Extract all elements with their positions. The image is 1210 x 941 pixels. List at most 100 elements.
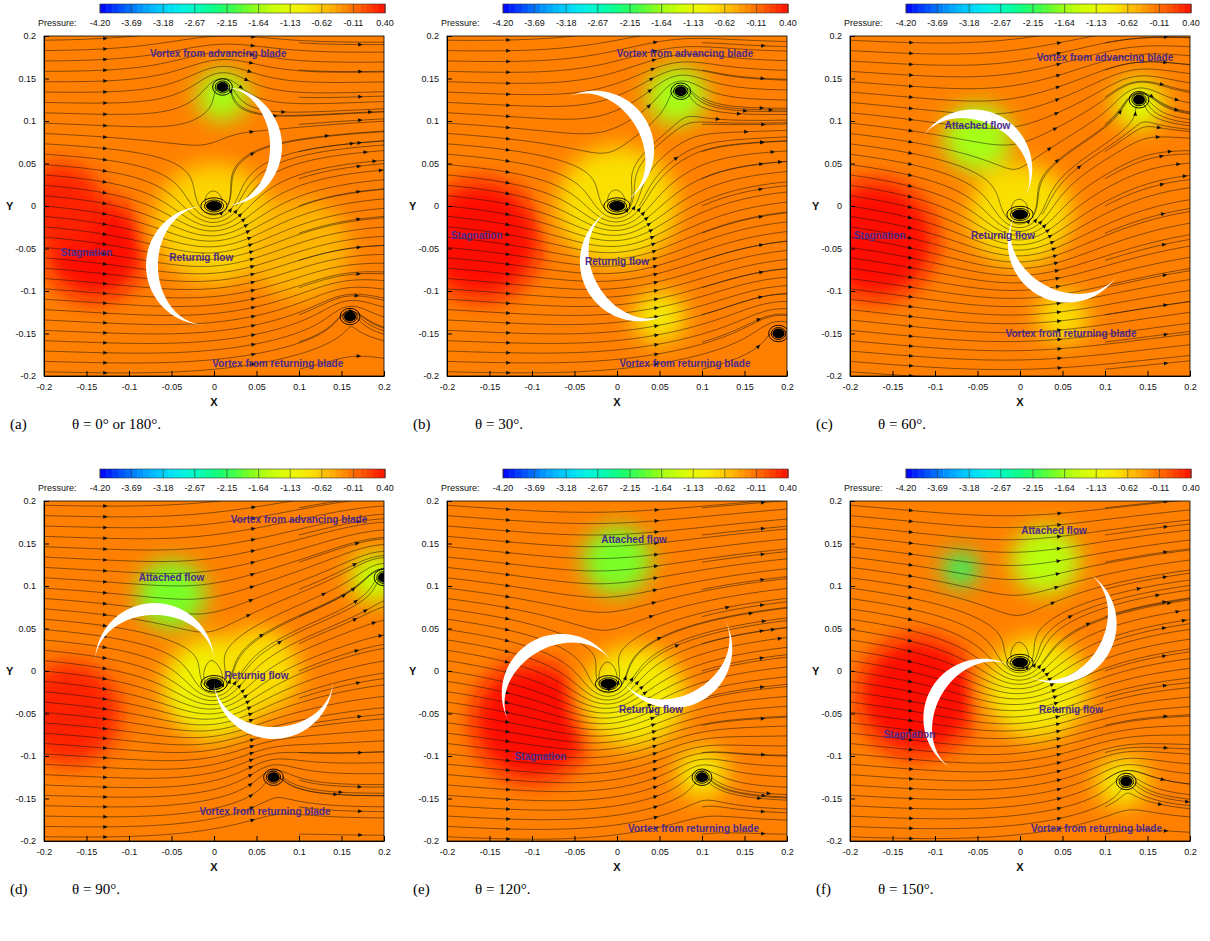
tick-mark — [660, 836, 661, 841]
streamline-arrow — [653, 775, 659, 780]
vortex-ring — [1119, 776, 1133, 788]
streamline — [44, 294, 384, 334]
streamline — [299, 678, 384, 698]
tick: 0.05 — [18, 624, 49, 634]
colorbar: -4.20-3.69-3.18-2.67-2.15-1.64-1.13-0.62… — [844, 469, 1200, 493]
tick-label: -0.2 — [423, 371, 439, 381]
tick: 0.2 — [781, 836, 794, 857]
colorbar-tick-label: -0.62 — [312, 483, 333, 493]
tick-label: 0.15 — [421, 539, 439, 549]
streamline-arrow — [761, 809, 766, 813]
colorbar-tick-label: -2.15 — [1023, 483, 1044, 493]
streamline — [850, 550, 1190, 580]
tick-label: 0.2 — [829, 496, 842, 506]
streamline-arrow — [908, 215, 913, 220]
colorbar-swatch — [1154, 469, 1161, 478]
panel-label: (c) — [816, 416, 833, 433]
streamline — [447, 501, 787, 512]
colorbar-swatch — [1018, 4, 1025, 13]
streamline-arrow — [909, 73, 914, 77]
colorbar-tick — [385, 469, 386, 478]
streamline-arrow — [103, 311, 108, 315]
tick-mark — [44, 799, 49, 800]
streamline-arrow — [1160, 777, 1165, 782]
colorbar-swatch — [621, 4, 628, 13]
streamline-arrow — [506, 311, 511, 315]
streamline-arrow — [760, 140, 765, 144]
streamlines — [447, 501, 787, 841]
colorbar-frame — [503, 4, 788, 13]
streamline — [447, 519, 787, 535]
tick-mark — [1190, 371, 1191, 376]
streamline-arrow — [1155, 593, 1160, 598]
tick-mark — [850, 121, 855, 122]
tick: -0.05 — [15, 244, 49, 254]
streamline-arrow — [1055, 157, 1061, 163]
streamline — [44, 660, 384, 719]
tick: 0.2 — [23, 496, 49, 506]
tick-label: 0.1 — [293, 382, 306, 392]
caption: θ = 120°. — [475, 881, 530, 897]
colorbar-tick-label: -1.64 — [1054, 483, 1075, 493]
vortex-ring — [674, 85, 688, 97]
x-axis-title: X — [613, 396, 621, 408]
tick-label: -0.05 — [565, 382, 586, 392]
streamline-arrow — [1158, 802, 1163, 807]
streamline-arrow — [908, 639, 913, 644]
annotation: Vortex from returning blade — [1006, 328, 1137, 339]
tick-label: -0.05 — [418, 244, 439, 254]
streamline — [447, 647, 787, 708]
colorbar-swatch — [298, 4, 305, 13]
streamline — [447, 116, 787, 214]
colorbar-tick-label: -3.18 — [556, 18, 577, 28]
blade — [1008, 213, 1119, 302]
streamline-arrow — [909, 304, 914, 309]
streamline — [447, 736, 787, 766]
streamline — [622, 607, 787, 684]
streamline-arrow — [908, 699, 913, 704]
streamline-arrow — [1174, 108, 1179, 113]
streamline-arrow — [1042, 223, 1048, 229]
streamline-arrow — [653, 758, 659, 763]
colorbar-swatch — [999, 4, 1006, 13]
vortex-ring — [343, 311, 357, 323]
tick: -0.05 — [565, 836, 586, 857]
streamline-arrow — [251, 305, 256, 310]
colorbar-swatch — [1179, 4, 1186, 13]
streamline — [850, 69, 1190, 114]
streamline-arrow — [103, 90, 108, 94]
colorbar-swatch — [1104, 469, 1111, 478]
streamline-arrow — [760, 106, 765, 110]
colorbar-swatch — [1172, 469, 1179, 478]
rotor — [923, 572, 1116, 770]
colorbar-swatch — [769, 469, 776, 478]
tick-label: 0.05 — [1054, 847, 1072, 857]
streamlines — [44, 501, 384, 839]
streamline-arrow — [506, 540, 511, 544]
colorbar-tick — [969, 4, 970, 13]
colorbar-tick — [534, 469, 535, 478]
streamline-arrow — [1057, 769, 1062, 774]
colorbar-tick-label: -0.11 — [746, 18, 766, 28]
streamline — [44, 280, 384, 316]
streamline-arrow — [248, 764, 254, 770]
colorbar-swatch — [962, 469, 969, 478]
streamline-arrow — [1163, 525, 1168, 530]
streamline-arrow — [505, 594, 510, 599]
tick-mark — [299, 371, 300, 376]
colorbar-swatch — [249, 469, 256, 478]
streamline — [850, 716, 1190, 746]
streamline-arrow — [103, 291, 108, 295]
colorbar-swatch — [267, 4, 274, 13]
streamline-arrow — [1041, 666, 1047, 672]
colorbar-swatch — [311, 4, 318, 13]
streamline-arrow — [635, 679, 641, 685]
streamline-arrow — [1164, 36, 1169, 39]
streamline — [359, 317, 385, 332]
streamline-arrow — [506, 92, 511, 96]
colorbar-tick-label: -1.13 — [1086, 18, 1107, 28]
streamline-arrow — [909, 777, 914, 781]
streamline-arrow — [506, 321, 511, 325]
streamline-arrow — [103, 602, 108, 606]
colorbar-swatch — [255, 4, 262, 13]
